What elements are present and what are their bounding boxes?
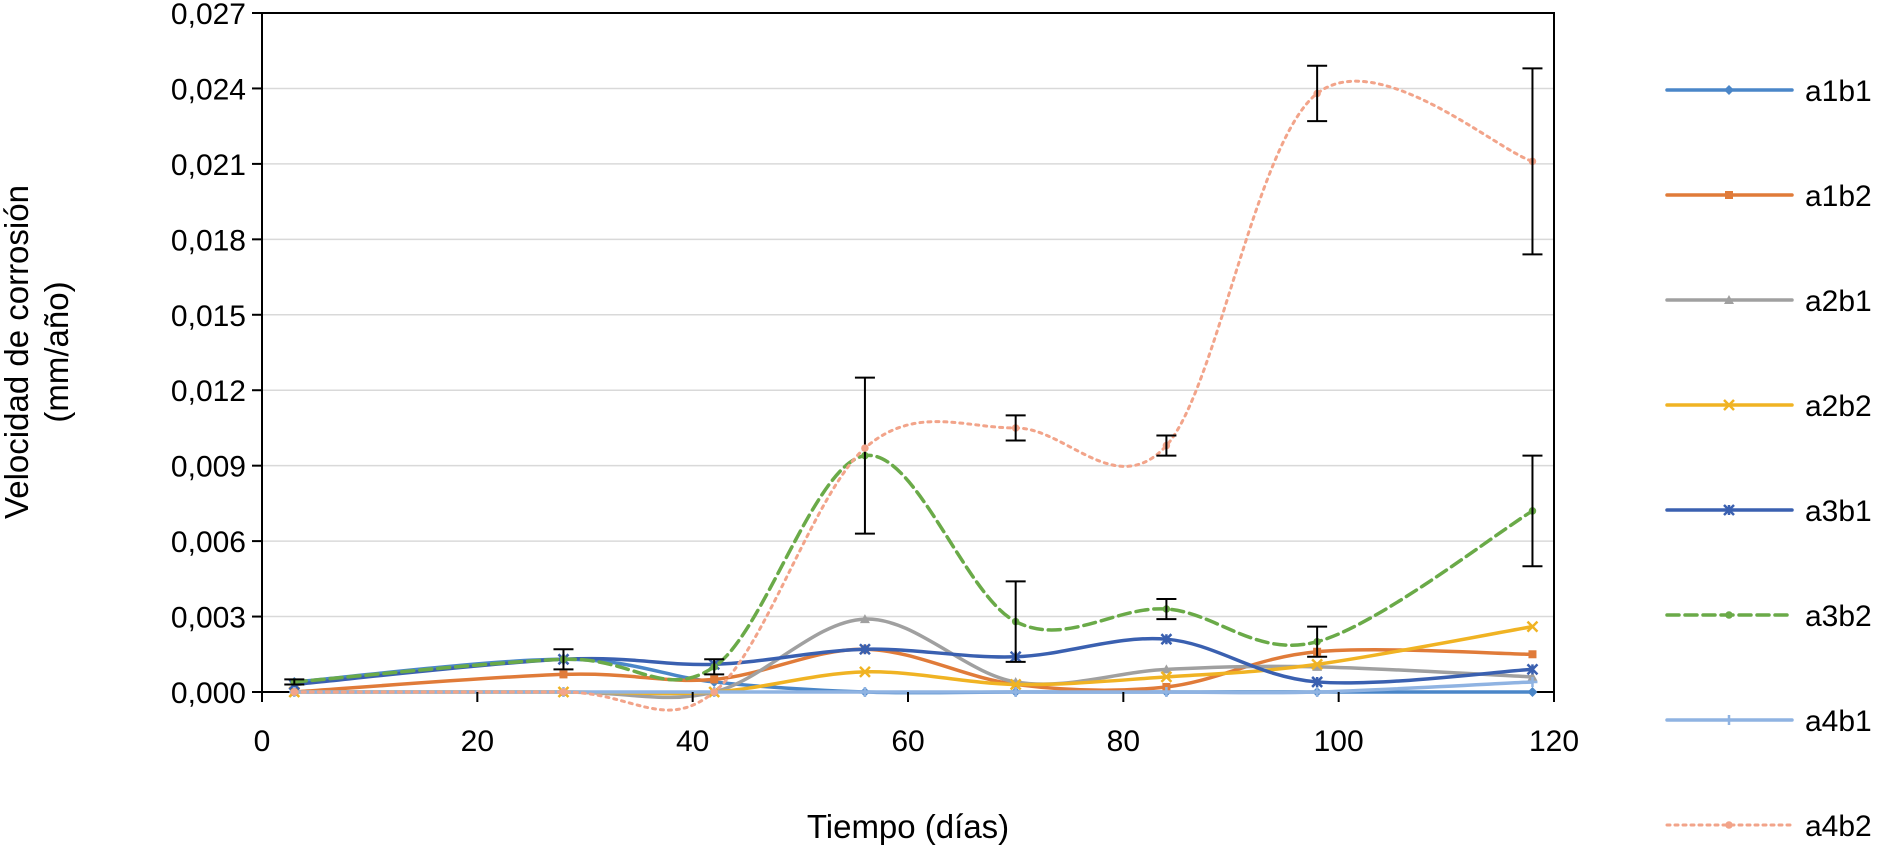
- legend-label-a3b2: a3b2: [1805, 600, 1872, 633]
- data-point-a4b1: [1527, 676, 1538, 687]
- data-point-a2b1: [1527, 671, 1538, 681]
- data-point-a3b1: [1160, 633, 1173, 646]
- series-line-a4b2: [292, 79, 1534, 712]
- error-bar-a3b2: [1156, 597, 1177, 621]
- y-tick-label: 0,027: [171, 0, 246, 31]
- series-a4b2: [290, 64, 1543, 712]
- legend-item-a1b1: a1b1: [1665, 75, 1872, 108]
- error-bar-a3b2: [1005, 580, 1026, 663]
- legend-item-a2b1: a2b1: [1665, 285, 1872, 318]
- data-point-a2b2: [1009, 678, 1022, 691]
- y-tick-label: 0,000: [171, 677, 246, 710]
- legend-marker-a4b1: [1724, 715, 1734, 725]
- series-layer: [284, 64, 1543, 712]
- data-point-a2b2: [1160, 671, 1173, 683]
- data-point-a4b2: [710, 688, 718, 696]
- data-point-a3b1: [859, 643, 871, 656]
- x-tick-label: 80: [1107, 725, 1140, 758]
- x-tick-label: 0: [254, 725, 271, 758]
- legend-label-a3b1: a3b1: [1805, 495, 1872, 528]
- x-axis-ticks: 0 20 40 60 80 100 120: [254, 692, 1579, 758]
- legend-marker-a4b2: [1725, 821, 1733, 829]
- data-point-a4b1: [1010, 687, 1021, 697]
- data-point-a4b2: [290, 688, 299, 696]
- legend-marker-a3b2: [1725, 611, 1733, 619]
- legend-marker-a2b2: [1723, 399, 1735, 411]
- series-line-a3b2: [292, 453, 1535, 684]
- data-point-a1b1: [1527, 687, 1538, 697]
- series-a3b2: [284, 376, 1543, 686]
- data-point-a1b2: [559, 670, 568, 679]
- error-bar-a3b2: [284, 678, 305, 686]
- y-tick-label: 0,012: [171, 375, 246, 408]
- error-bar-a3b2: [854, 376, 875, 535]
- data-point-a1b2: [710, 675, 719, 684]
- y-tick-label: 0,003: [171, 602, 246, 635]
- data-point-a4b2: [559, 688, 568, 696]
- y-axis-title-line2: (mm/año): [38, 281, 75, 422]
- legend-item-a3b2: a3b2: [1665, 600, 1872, 633]
- data-point-a2b2: [859, 665, 871, 678]
- legend-item-a2b2: a2b2: [1665, 390, 1872, 423]
- data-point-a3b1: [1311, 676, 1324, 688]
- legend-marker-a2b1: [1724, 295, 1734, 304]
- data-point-a2b1: [859, 614, 870, 624]
- data-point-a1b2: [1162, 682, 1171, 691]
- error-bar-a4b2: [1005, 414, 1026, 442]
- y-tick-label: 0,006: [171, 526, 246, 559]
- y-tick-label: 0,009: [171, 451, 246, 484]
- error-bar-a3b2: [704, 658, 725, 676]
- legend-marker-a1b1: [1724, 85, 1734, 95]
- legend-item-a3b1: a3b1: [1665, 495, 1872, 528]
- x-axis-title: Tiempo (días): [807, 808, 1009, 845]
- data-point-a3b1: [1526, 663, 1539, 676]
- y-axis-title-line1: Velocidad de corrosión: [0, 185, 35, 519]
- legend-label-a4b2: a4b2: [1805, 810, 1872, 843]
- legend-label-a1b1: a1b1: [1805, 75, 1872, 108]
- data-point-a4b1: [1312, 687, 1323, 697]
- x-tick-label: 60: [891, 725, 924, 758]
- error-bar-a3b2: [1307, 625, 1328, 658]
- legend-marker-a3b1: [1723, 504, 1735, 516]
- error-bar-a4b2: [1522, 67, 1543, 256]
- x-tick-label: 40: [676, 725, 709, 758]
- legend-item-a4b2: a4b2: [1665, 810, 1872, 843]
- legend-label-a4b1: a4b1: [1805, 705, 1872, 738]
- legend: a1b1 a1b2 a2b1 a2b2 a3b1 a3b2 a4b1 a4b2: [1665, 75, 1872, 843]
- legend-item-a1b2: a1b2: [1665, 180, 1872, 213]
- legend-marker-a1b2: [1725, 191, 1733, 199]
- error-bar-a4b2: [1156, 434, 1177, 457]
- y-tick-label: 0,021: [171, 149, 246, 182]
- legend-label-a1b2: a1b2: [1805, 180, 1872, 213]
- y-tick-label: 0,018: [171, 224, 246, 257]
- x-tick-label: 20: [461, 725, 494, 758]
- y-tick-label: 0,024: [171, 73, 246, 106]
- data-point-a4b1: [859, 687, 870, 697]
- error-bar-a3b2: [553, 648, 574, 671]
- x-tick-label: 100: [1314, 725, 1364, 758]
- data-point-a4b1: [1161, 687, 1172, 697]
- y-tick-label: 0,015: [171, 300, 246, 333]
- legend-label-a2b1: a2b1: [1805, 285, 1872, 318]
- data-point-a2b1: [1161, 664, 1172, 674]
- x-tick-label: 120: [1529, 725, 1579, 758]
- legend-item-a4b1: a4b1: [1665, 705, 1872, 738]
- data-point-a1b2: [1528, 650, 1537, 659]
- data-point-a4b2: [861, 444, 869, 452]
- data-point-a2b2: [1526, 620, 1539, 633]
- error-bar-a3b2: [1522, 454, 1543, 568]
- data-point-a2b2: [1311, 658, 1324, 671]
- y-axis-ticks: 0,000 0,003 0,006 0,009 0,012 0,015 0,018 0,021…: [171, 0, 262, 710]
- error-bar-a4b2: [1307, 64, 1328, 123]
- legend-label-a2b2: a2b2: [1805, 390, 1872, 423]
